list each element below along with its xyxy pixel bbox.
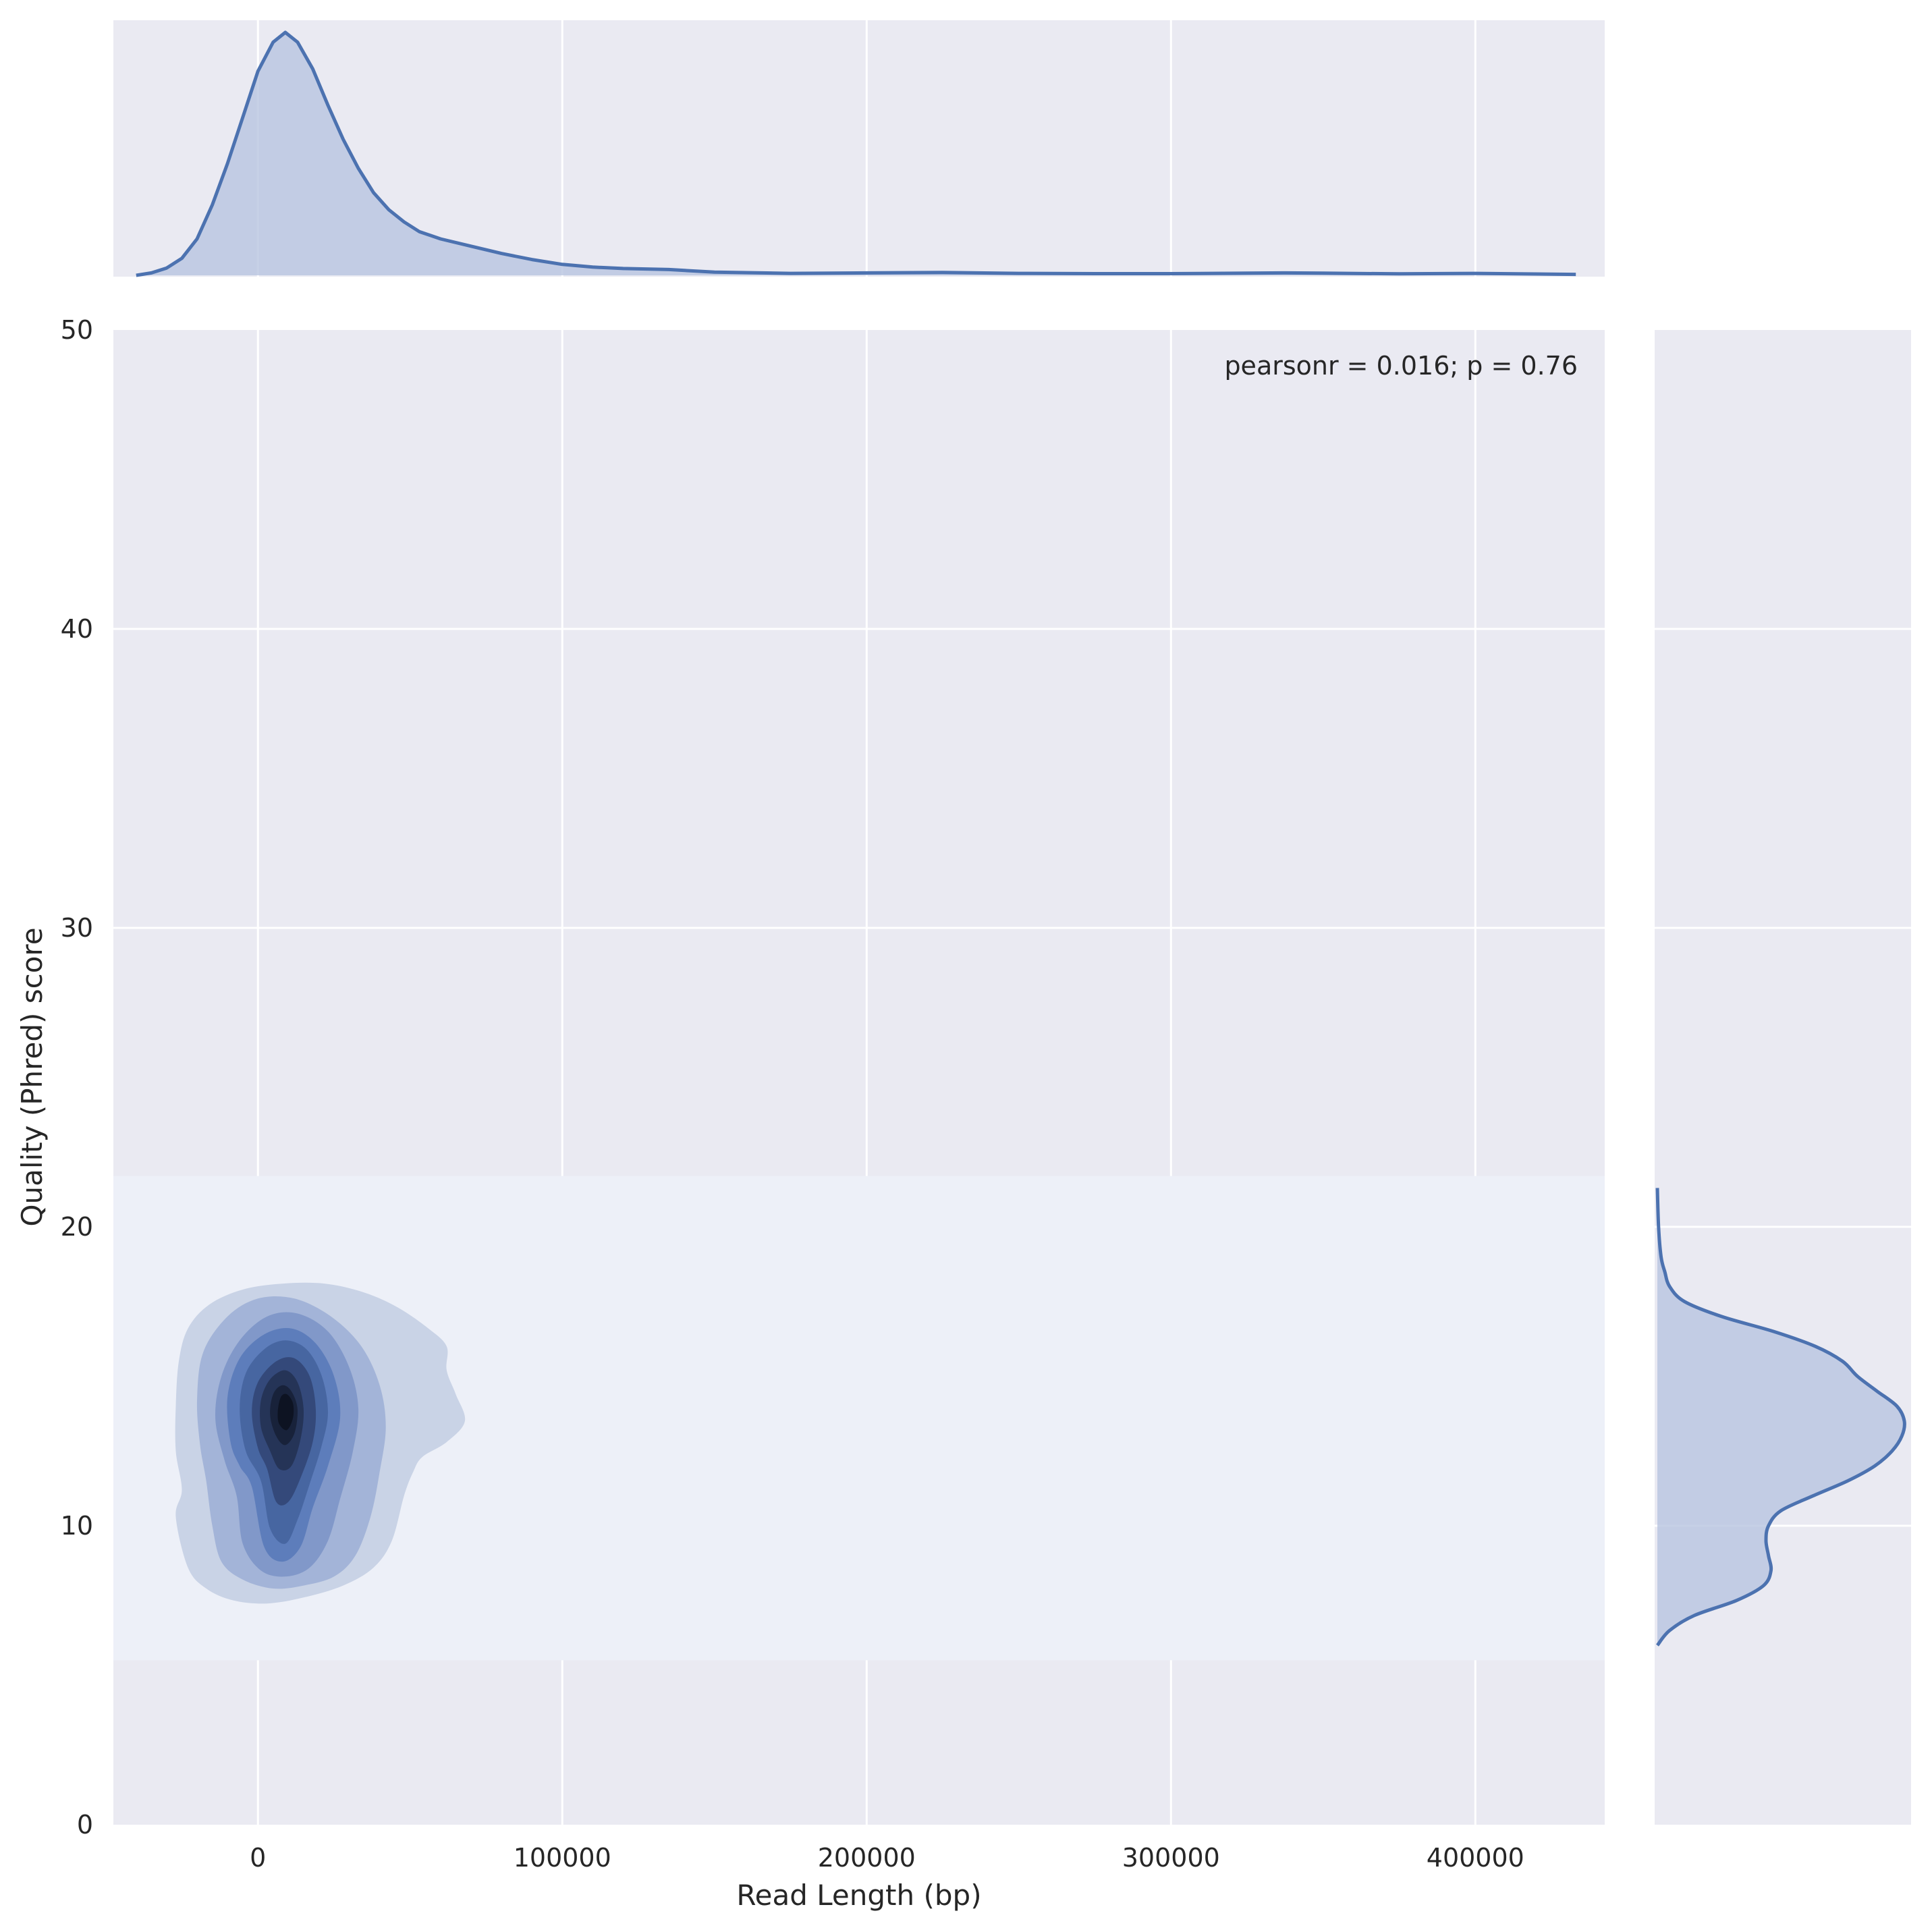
y-tick-label: 40 — [61, 614, 93, 644]
x-tick-label: 300000 — [1122, 1843, 1220, 1873]
x-tick-label: 100000 — [514, 1843, 611, 1873]
y-marginal-density-line — [1655, 1188, 1906, 1647]
y-tick-label: 10 — [61, 1511, 93, 1541]
x-marginal-density-fill — [136, 32, 1576, 275]
x-tick-label: 400000 — [1427, 1843, 1524, 1873]
x-tick-label: 200000 — [818, 1843, 916, 1873]
top-marginal-panel — [113, 20, 1605, 277]
kde-contour-level — [277, 1393, 294, 1431]
x-tick-label: 0 — [250, 1843, 266, 1873]
right-marginal-panel — [1655, 330, 1911, 1825]
y-tick-label: 20 — [61, 1212, 93, 1242]
y-tick-label: 0 — [77, 1810, 93, 1840]
right-marginal-grid — [1655, 628, 1911, 1527]
y-tick-label: 50 — [61, 315, 93, 345]
x-axis-label: Read Length (bp) — [736, 1879, 981, 1912]
x-marginal-density-line — [136, 30, 1576, 277]
y-axis-label: Quality (Phred) score — [16, 927, 49, 1226]
pearson-annotation: pearsonr = 0.016; p = 0.76 — [1224, 351, 1578, 381]
x-axis-tick-labels: 0 100000 200000 300000 400000 — [250, 1843, 1524, 1873]
kde-contours — [175, 1282, 466, 1604]
y-marginal-density-fill — [1657, 1188, 1905, 1646]
y-tick-label: 30 — [61, 913, 93, 943]
y-axis-tick-labels: 0 10 20 30 40 50 — [61, 315, 93, 1840]
joint-panel: pearsonr = 0.016; p = 0.76 — [113, 330, 1605, 1825]
